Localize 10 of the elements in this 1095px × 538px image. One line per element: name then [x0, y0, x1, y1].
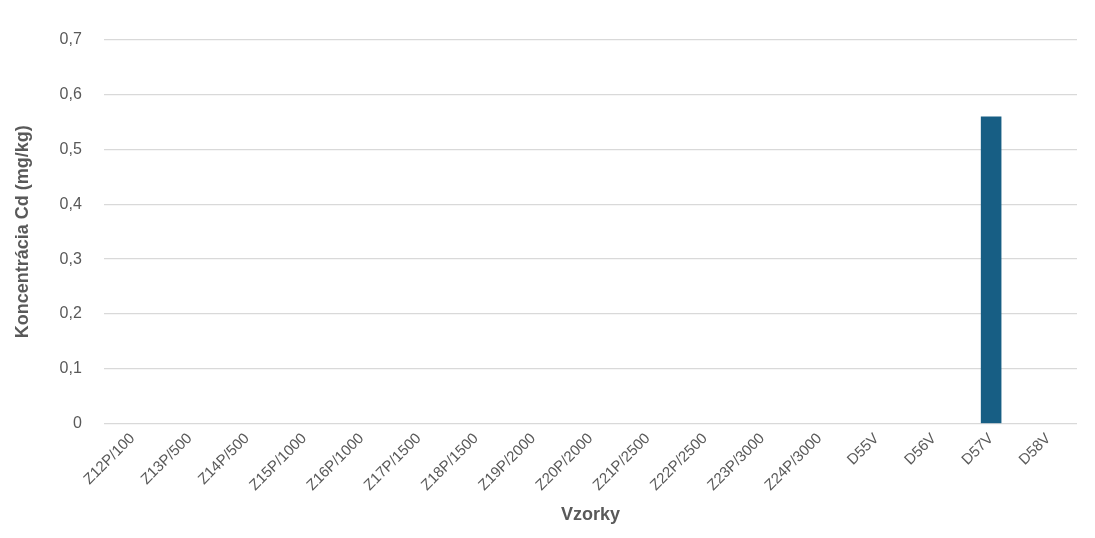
- y-tick-label: 0,3: [59, 249, 82, 267]
- x-axis-title: Vzorky: [560, 504, 620, 525]
- y-tick-label: 0,6: [59, 84, 82, 102]
- y-tick-label: 0,7: [59, 30, 82, 48]
- y-tick-label: 0,2: [59, 304, 82, 322]
- y-tick-label: 0,5: [59, 139, 82, 157]
- y-tick-label: 0: [72, 414, 82, 432]
- y-tick-label: 0,4: [59, 194, 82, 212]
- y-tick-label: 0,1: [59, 359, 82, 377]
- y-axis-title: Koncentrácia Cd (mg/kg): [11, 125, 32, 339]
